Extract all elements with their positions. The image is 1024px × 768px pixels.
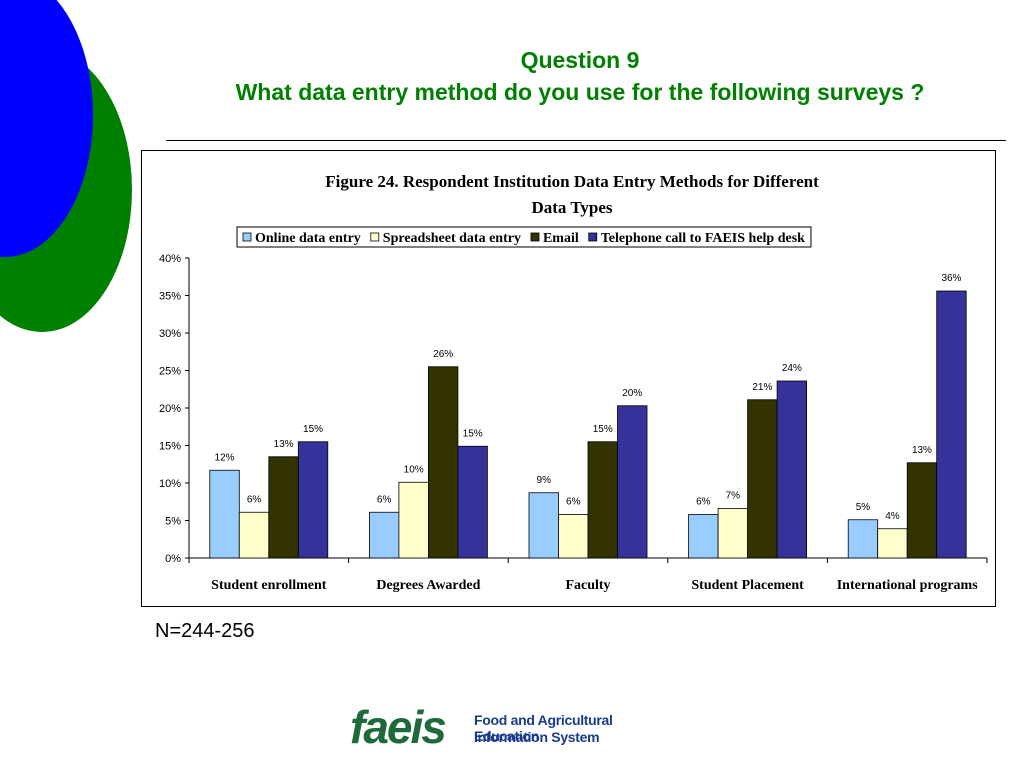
x-category-label: Student Placement [691, 578, 804, 593]
y-tick-label: 40% [159, 253, 181, 265]
bar-3-1 [268, 456, 299, 559]
data-label: 13% [274, 439, 294, 450]
y-tick-label: 25% [159, 366, 181, 378]
legend-label: Telephone call to FAEIS help desk [601, 231, 805, 246]
legend-swatch [370, 232, 380, 242]
data-label: 5% [856, 502, 871, 513]
bar-1-5 [847, 519, 879, 559]
bar-1-1 [209, 469, 240, 559]
bar-3-4 [747, 399, 778, 559]
x-category-label: Student enrollment [211, 578, 327, 593]
bar-2-1 [238, 511, 270, 559]
data-label: 15% [463, 428, 483, 439]
data-label: 26% [433, 349, 453, 360]
legend-swatch [588, 232, 598, 242]
legend-label: Email [543, 231, 579, 246]
y-tick-label: 35% [159, 291, 181, 303]
faeis-logo: faeis Food and Agricultural Education In… [350, 701, 680, 756]
data-label: 15% [303, 424, 323, 435]
data-label: 24% [782, 363, 802, 374]
bar-4-1 [297, 441, 329, 559]
sample-size-note: N=244-256 [155, 620, 255, 642]
data-label: 6% [247, 494, 262, 505]
data-label: 36% [941, 273, 961, 284]
data-label: 12% [215, 452, 235, 463]
bar-3-3 [587, 441, 618, 559]
legend-border [236, 226, 812, 248]
bar-1-2 [368, 511, 400, 559]
logo-wordmark: faeis [350, 701, 447, 753]
legend-label: Online data entry [255, 231, 361, 246]
y-tick-label: 0% [165, 553, 181, 565]
data-label: 4% [885, 511, 900, 522]
legend-swatch [530, 232, 540, 242]
decorative-circles [0, 0, 132, 332]
bar-chart: Figure 24. Respondent Institution Data E… [159, 172, 988, 593]
chart-title-line-2: Data Types [531, 198, 612, 217]
y-tick-label: 20% [159, 403, 181, 415]
bar-3-5 [906, 462, 938, 559]
data-label: 6% [377, 494, 392, 505]
bar-2-4 [717, 508, 748, 559]
bar-4-4 [776, 380, 807, 559]
bar-1-3 [528, 492, 559, 559]
chart-title-line-1: Figure 24. Respondent Institution Data E… [325, 172, 819, 191]
data-label: 15% [593, 424, 613, 435]
data-label: 9% [537, 475, 552, 486]
blue-circle-shape [0, 0, 93, 257]
data-label: 10% [404, 464, 424, 475]
y-tick-label: 30% [159, 328, 181, 340]
bar-4-2 [457, 445, 488, 559]
bar-3-2 [427, 366, 459, 559]
data-label: 21% [752, 382, 772, 393]
x-category-label: Faculty [565, 578, 610, 593]
data-label: 13% [912, 445, 932, 456]
bar-2-5 [877, 528, 908, 559]
bar-2-3 [558, 514, 589, 559]
logo-subtitle-line2: Information System [474, 729, 600, 745]
data-label: 20% [622, 388, 642, 399]
logo-subtitle-line1: Food and Agricultural Education [474, 712, 613, 744]
bar-2-2 [398, 481, 429, 559]
bar-1-4 [688, 514, 719, 559]
title-divider [166, 140, 1006, 141]
bar-4-5 [936, 290, 967, 559]
data-label: 6% [566, 497, 581, 508]
legend-label: Spreadsheet data entry [383, 231, 521, 246]
x-category-label: Degrees Awarded [376, 578, 480, 593]
y-tick-label: 15% [159, 441, 181, 453]
chart-legend: Online data entry Spreadsheet data entry E… [236, 226, 812, 248]
y-tick-label: 5% [165, 516, 181, 528]
bar-4-3 [617, 405, 648, 559]
x-category-label: International programs [837, 578, 978, 593]
data-label: 6% [696, 497, 711, 508]
slide-title-question: Question 9 [520, 47, 640, 73]
data-label: 7% [726, 491, 741, 502]
legend-swatch [242, 232, 252, 242]
chart-frame: Figure 24. Respondent Institution Data E… [141, 150, 996, 607]
y-tick-label: 10% [159, 478, 181, 490]
slide-title-text: What data entry method do you use for th… [235, 79, 925, 105]
